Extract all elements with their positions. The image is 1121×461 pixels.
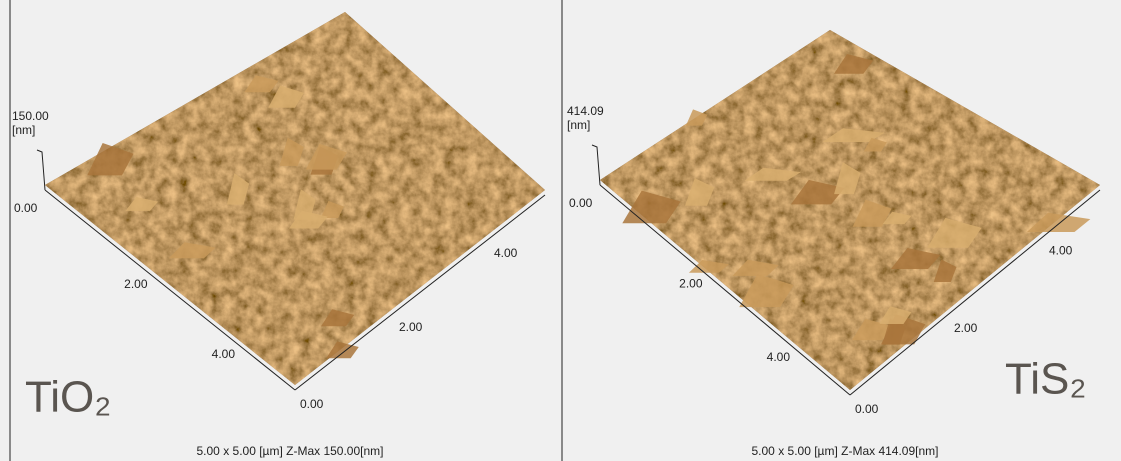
- grain: [744, 167, 801, 181]
- grain: [321, 309, 355, 327]
- grain: [879, 306, 912, 325]
- left-axis-tick-label: 2.00: [679, 277, 703, 291]
- axis-line: [294, 194, 546, 391]
- grain: [226, 173, 250, 205]
- grain: [933, 259, 957, 282]
- grain: [834, 162, 861, 195]
- grain: [87, 142, 134, 176]
- grain: [685, 178, 715, 206]
- caption: 5.00 x 5.00 [µm] Z-Max 150.00[nm]: [197, 444, 384, 458]
- sample-label: TiO₂: [25, 373, 111, 422]
- left-axis-tick-label: 4.00: [212, 347, 236, 361]
- grain: [688, 259, 729, 273]
- grain: [622, 190, 681, 224]
- grain: [244, 75, 279, 93]
- grain: [732, 259, 779, 276]
- corner-label: 0.00: [300, 397, 324, 411]
- grain: [125, 196, 159, 211]
- surface-texture: [45, 12, 545, 385]
- grain: [293, 189, 316, 220]
- z-max-label: 414.09: [567, 104, 604, 118]
- z-origin-label: 0.00: [14, 201, 38, 215]
- axis-line: [44, 189, 296, 391]
- axis-line: [849, 189, 1101, 396]
- right-axis-tick-label: 2.00: [954, 321, 978, 335]
- caption: 5.00 x 5.00 [µm] Z-Max 414.09[nm]: [752, 444, 939, 458]
- right-axis-tick-label: 4.00: [1049, 243, 1073, 257]
- z-origin-label: 0.00: [569, 196, 593, 210]
- surface-texture: [600, 30, 1100, 390]
- grain: [890, 247, 941, 269]
- z-unit-label: [nm]: [567, 118, 590, 132]
- z-max-label: 150.00: [12, 109, 49, 123]
- grain: [851, 318, 893, 341]
- z-unit-label: [nm]: [12, 123, 35, 137]
- grain: [685, 109, 708, 126]
- right-axis-tick-label: 2.00: [399, 320, 423, 334]
- grain: [279, 137, 304, 166]
- left-axis-tick-label: 2.00: [124, 277, 148, 291]
- z-axis: [36, 149, 46, 191]
- grain: [852, 199, 892, 227]
- grain: [822, 128, 885, 143]
- grain: [863, 137, 887, 152]
- grain: [326, 341, 359, 359]
- grain: [739, 274, 794, 308]
- grain: [268, 85, 304, 108]
- grain: [305, 143, 347, 170]
- grain: [168, 242, 216, 259]
- z-axis: [591, 144, 601, 186]
- grain: [927, 217, 982, 248]
- grain: [882, 211, 912, 225]
- axis-line: [599, 184, 851, 396]
- grain: [1026, 212, 1091, 232]
- sample-label: TiS₂: [1005, 355, 1086, 404]
- grain: [882, 318, 906, 345]
- grain: [790, 179, 845, 205]
- grain: [320, 200, 344, 219]
- grain: [833, 53, 874, 74]
- corner-label: 0.00: [855, 402, 879, 416]
- grain: [288, 210, 328, 229]
- right-axis-tick-label: 4.00: [494, 246, 518, 260]
- left-axis-tick-label: 4.00: [767, 350, 791, 364]
